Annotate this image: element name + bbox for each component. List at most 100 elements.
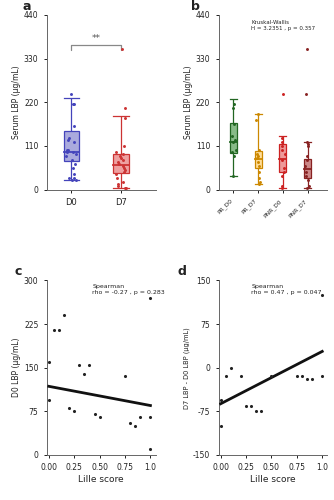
Point bbox=[138, 413, 143, 421]
Point bbox=[294, 372, 300, 380]
Point bbox=[122, 184, 127, 192]
Point bbox=[122, 104, 128, 112]
Point bbox=[304, 138, 309, 146]
Point bbox=[71, 408, 77, 416]
Point bbox=[121, 178, 126, 186]
Point bbox=[223, 372, 228, 380]
Point bbox=[71, 138, 77, 146]
Point bbox=[148, 294, 153, 302]
Point bbox=[97, 413, 102, 421]
X-axis label: Lille score: Lille score bbox=[250, 475, 296, 484]
Point bbox=[304, 90, 309, 98]
Point bbox=[304, 184, 310, 192]
Point bbox=[269, 372, 274, 380]
Point bbox=[229, 148, 235, 156]
Point bbox=[64, 152, 69, 160]
Point bbox=[82, 370, 87, 378]
Point bbox=[116, 160, 121, 168]
Text: b: b bbox=[191, 0, 200, 13]
Text: d: d bbox=[177, 265, 186, 278]
Point bbox=[307, 182, 312, 190]
Point bbox=[304, 156, 310, 164]
Point bbox=[231, 152, 236, 160]
Point bbox=[70, 164, 75, 172]
Point bbox=[46, 358, 51, 366]
Point bbox=[280, 182, 285, 190]
Point bbox=[255, 152, 261, 160]
Point bbox=[304, 152, 310, 160]
Text: c: c bbox=[14, 265, 21, 278]
Point bbox=[114, 148, 119, 156]
Point bbox=[303, 162, 308, 170]
Point bbox=[46, 396, 51, 404]
Point bbox=[64, 148, 69, 156]
Point bbox=[256, 180, 261, 188]
Point bbox=[92, 410, 97, 418]
Point bbox=[72, 160, 77, 168]
Point bbox=[254, 408, 259, 416]
Point bbox=[120, 150, 126, 158]
Point bbox=[255, 154, 260, 162]
Point bbox=[117, 152, 122, 160]
Point bbox=[255, 150, 260, 158]
Point bbox=[259, 408, 264, 416]
Point bbox=[230, 104, 235, 112]
Point bbox=[64, 146, 70, 154]
Point bbox=[114, 174, 120, 182]
Point bbox=[71, 170, 76, 177]
Point bbox=[305, 142, 311, 150]
Point bbox=[248, 402, 254, 409]
Point bbox=[280, 142, 285, 150]
Point bbox=[71, 174, 76, 182]
Point bbox=[256, 162, 261, 170]
Y-axis label: D0 LBP (µg/mL): D0 LBP (µg/mL) bbox=[12, 338, 21, 398]
Point bbox=[281, 164, 287, 172]
Point bbox=[121, 164, 127, 172]
Point bbox=[282, 150, 288, 158]
Point bbox=[121, 168, 126, 175]
Point bbox=[56, 326, 62, 334]
Point bbox=[279, 138, 285, 146]
Point bbox=[233, 136, 238, 144]
Point bbox=[228, 364, 233, 372]
Point bbox=[280, 184, 285, 192]
Text: Spearman
rho = 0.47 , p = 0.047: Spearman rho = 0.47 , p = 0.047 bbox=[251, 284, 322, 294]
Text: a: a bbox=[23, 0, 31, 13]
Text: Kruskal-Wallis
H = 3.2351 , p = 0.357: Kruskal-Wallis H = 3.2351 , p = 0.357 bbox=[251, 20, 315, 31]
Point bbox=[69, 176, 74, 184]
Point bbox=[71, 122, 77, 130]
Point bbox=[279, 172, 285, 179]
Point bbox=[306, 140, 311, 148]
Point bbox=[306, 176, 311, 184]
Point bbox=[257, 168, 262, 175]
Point bbox=[238, 372, 243, 380]
Point bbox=[119, 44, 125, 52]
Point bbox=[51, 326, 56, 334]
Point bbox=[128, 419, 133, 427]
Point bbox=[66, 134, 71, 142]
Bar bbox=[279, 144, 286, 172]
Point bbox=[320, 291, 325, 299]
Point bbox=[133, 422, 138, 430]
Bar bbox=[63, 132, 79, 161]
Bar bbox=[113, 154, 129, 173]
Point bbox=[114, 170, 119, 177]
Point bbox=[116, 182, 121, 190]
Point bbox=[148, 445, 153, 453]
Point bbox=[71, 148, 76, 156]
Point bbox=[304, 44, 309, 52]
Point bbox=[299, 372, 305, 380]
Point bbox=[71, 100, 77, 108]
Point bbox=[122, 372, 128, 380]
Point bbox=[257, 146, 262, 154]
Point bbox=[281, 168, 287, 175]
Y-axis label: Serum LBP (µg/mL): Serum LBP (µg/mL) bbox=[184, 66, 193, 139]
Point bbox=[280, 90, 286, 98]
Point bbox=[65, 146, 71, 154]
Point bbox=[254, 116, 259, 124]
Point bbox=[76, 361, 82, 369]
Point bbox=[233, 146, 238, 154]
Point bbox=[87, 361, 92, 369]
Point bbox=[256, 174, 262, 182]
Point bbox=[73, 176, 78, 184]
